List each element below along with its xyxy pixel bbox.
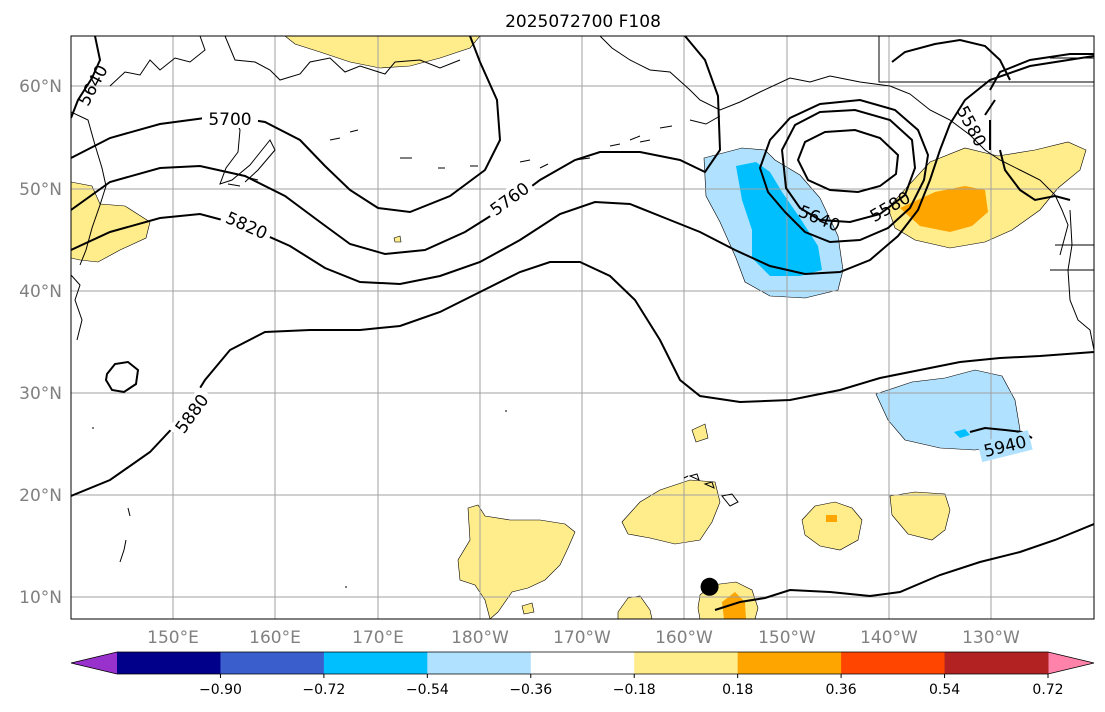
yellow-region-hawaii-west (621, 479, 721, 545)
height-contours (71, 36, 1094, 611)
colorbar-segment (427, 652, 532, 674)
colorbar-tick-label: 0.54 (929, 682, 960, 698)
colorbar-segment (944, 652, 1049, 674)
yellow-region-southeast-2 (889, 491, 951, 541)
coast-alaska (599, 36, 1069, 256)
contour-closed-west (104, 360, 140, 394)
colorbar-ticks: −0.90 −0.72 −0.54 −0.36 −0.18 0.18 0.36 0.54 0.7… (199, 674, 1064, 698)
colorbar-tick-label: −0.18 (613, 682, 656, 698)
coast-japan-north (71, 274, 83, 341)
lat-label-50n: 50°N (19, 180, 62, 200)
colorbar-tick-label: 0.72 (1032, 682, 1063, 698)
lat-label-60n: 60°N (19, 77, 62, 97)
yellow-region-kamchatka (71, 181, 151, 263)
contour-5580-gulf (780, 108, 917, 224)
colorbar-extend-left (71, 652, 117, 674)
yellow-region-north (284, 36, 481, 69)
latitude-labels: 60°N 50°N 40°N 30°N 20°N 10°N (19, 77, 62, 608)
contour-5760 (71, 36, 722, 256)
contour-5820 (71, 55, 1094, 286)
lon-label-170e: 170°E (352, 628, 404, 648)
colorbar-tick-label: −0.36 (509, 682, 552, 698)
coast-small-islands (92, 410, 507, 588)
lon-label-130w: 130°W (962, 628, 1020, 648)
coast-chukotka (109, 36, 206, 87)
lon-label-160e: 160°E (249, 628, 301, 648)
contour-label-5700: 5700 (208, 110, 251, 130)
contour-5640-gulf (758, 98, 930, 244)
location-marker (700, 577, 719, 596)
contour-5640-west (71, 36, 102, 119)
colorbar-tick-label: 0.36 (826, 682, 857, 698)
coast-siberia (224, 36, 461, 81)
colorbar-segment (220, 652, 325, 674)
lon-label-150e: 150°E (147, 628, 199, 648)
lon-label-170w: 170°W (553, 628, 611, 648)
lon-label-160w: 160°W (655, 628, 713, 648)
coast-hawaii (683, 473, 739, 507)
colorbar-tick-label: −0.90 (199, 682, 242, 698)
anomaly-shading (71, 36, 1087, 619)
orange-spot-southeast-1 (826, 515, 837, 522)
orange-region-nw-america (900, 186, 988, 232)
contour-5640-east (984, 53, 1094, 202)
colorbar-segment (841, 652, 946, 674)
map-frame (70, 35, 1095, 620)
lat-label-10n: 10°N (19, 588, 62, 608)
colorbar-segment (530, 652, 635, 674)
yellow-spot-hawaii-north (691, 423, 709, 443)
map-area: 5640 5700 5760 5820 5880 5640 5580 5580 … (71, 36, 1094, 619)
figure-title: 2025072700 F108 (505, 12, 661, 32)
coast-kamchatka-east (209, 109, 276, 185)
yellow-region-southeast-1 (801, 501, 863, 551)
colorbar-tick-label: −0.72 (302, 682, 345, 698)
lon-label-180w: 180°W (451, 628, 509, 648)
yellow-spot-small (521, 602, 535, 615)
contour-5580-east (891, 38, 1011, 81)
orange-spot-south-1 (722, 592, 746, 619)
lon-label-150w: 150°W (758, 628, 816, 648)
colorbar: −0.90 −0.72 −0.54 −0.36 −0.18 0.18 0.36 0.54 0.7… (70, 651, 1095, 698)
coastlines (71, 36, 1094, 588)
contour-5700 (71, 36, 502, 214)
canada-border (878, 36, 1094, 271)
lon-label-140w: 140°W (860, 628, 918, 648)
lat-label-30n: 30°N (19, 384, 62, 404)
yellow-region-south-2 (617, 595, 653, 619)
colorbar-segment (117, 652, 221, 674)
yellow-spot-tiny (393, 235, 402, 243)
colorbar-outline (70, 651, 1095, 675)
blue-region-gulf (736, 162, 822, 276)
longitude-labels: 150°E 160°E 170°E 180°W 170°W 160°W 150°… (147, 628, 1020, 648)
colorbar-segment (634, 652, 739, 674)
colorbar-tick-label: 0.18 (722, 682, 753, 698)
contour-5880 (71, 261, 1094, 497)
lat-label-20n: 20°N (19, 486, 62, 506)
colorbar-segment (737, 652, 842, 674)
colorbar-extend-right (1048, 652, 1094, 674)
contour-5520-gulf (796, 128, 900, 194)
coast-alaska-peninsula (629, 115, 721, 141)
lat-label-40n: 40°N (19, 282, 62, 302)
lightblue-region-ne-pacific (875, 369, 1021, 451)
colorbar-segment (323, 652, 428, 674)
colorbar-segments (117, 652, 1049, 674)
contour-southern (714, 523, 1094, 611)
blue-spot-ne-pacific (954, 429, 970, 438)
coast-aleutian-islands (227, 129, 651, 187)
colorbar-tick-label: −0.54 (406, 682, 449, 698)
yellow-region-central-south (457, 504, 576, 619)
